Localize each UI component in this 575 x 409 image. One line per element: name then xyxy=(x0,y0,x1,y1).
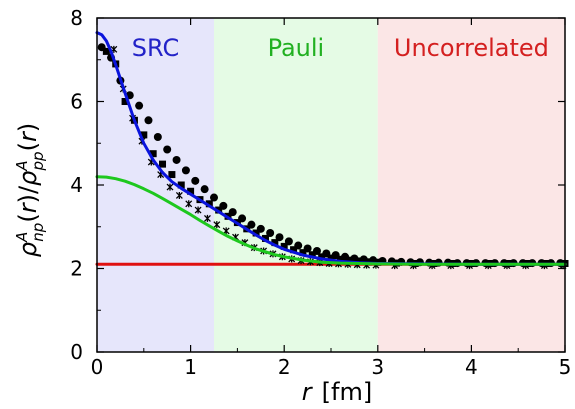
x-tick-label-4: 4 xyxy=(465,355,478,379)
y-axis-label: ρAnp(r)/ρApp(r) xyxy=(13,123,47,257)
x-tick-label-2: 2 xyxy=(278,355,291,379)
series-4-point-16 xyxy=(252,229,260,237)
y-tick-label-2: 4 xyxy=(70,173,83,197)
y-label-open-num: ( xyxy=(14,213,42,222)
x-axis-var: r xyxy=(302,378,314,406)
y-label-slash: / xyxy=(14,185,42,194)
y-label-rho2: ρ xyxy=(14,171,42,186)
series-layer xyxy=(95,31,569,270)
y-label-close-num: ) xyxy=(14,194,42,203)
series-4-point-5 xyxy=(149,150,157,158)
x-tick-label-0: 0 xyxy=(91,355,104,379)
series-3-point-4 xyxy=(135,101,144,110)
series-5-point-10 xyxy=(203,214,211,222)
y-axis-tick-labels: 0 2 4 6 8 xyxy=(70,6,83,364)
series-4-point-25 xyxy=(336,255,344,263)
series-4-point-23 xyxy=(318,253,326,261)
series-5-point-9 xyxy=(194,206,202,214)
series-3-point-9 xyxy=(181,166,190,175)
series-3-point-10 xyxy=(191,176,200,185)
region-label-0: SRC xyxy=(132,34,179,62)
y-label-var-den: r xyxy=(14,130,42,142)
series-4-point-2 xyxy=(121,98,129,105)
region-1 xyxy=(214,18,378,352)
series-4-point-0 xyxy=(102,47,110,55)
series-5-point-7 xyxy=(175,191,183,199)
series-3-point-5 xyxy=(144,116,153,125)
y-tick-label-3: 6 xyxy=(70,90,83,114)
series-1-line xyxy=(95,175,567,266)
y-label-rho: ρ xyxy=(14,242,42,257)
series-4-point-9 xyxy=(187,187,195,195)
series-5-point-11 xyxy=(213,221,221,229)
x-axis-unit: [fm] xyxy=(322,378,373,406)
y-tick-label-1: 2 xyxy=(70,257,83,281)
y-label-sub-num: np xyxy=(29,223,47,242)
series-3-point-11 xyxy=(200,185,209,194)
region-label-2: Uncorrelated xyxy=(394,34,549,62)
series-3-point-6 xyxy=(153,132,162,141)
y-tick-label-0: 0 xyxy=(70,340,83,364)
x-axis-label: r [fm] xyxy=(302,378,372,406)
series-3-point-8 xyxy=(172,155,181,164)
x-axis-tick-labels: 0 1 2 3 4 5 xyxy=(91,355,572,379)
region-labels: SRC Pauli Uncorrelated xyxy=(132,34,549,62)
y-label-sub-den: pp xyxy=(29,151,47,171)
series-4-point-17 xyxy=(261,234,269,242)
series-4-point-8 xyxy=(177,181,185,189)
region-2 xyxy=(377,18,565,352)
region-label-1: Pauli xyxy=(268,34,325,62)
x-tick-label-3: 3 xyxy=(371,355,384,379)
y-label-sup-num: A xyxy=(13,232,31,243)
y-label-sup-den: A xyxy=(13,160,31,171)
region-0 xyxy=(97,18,214,352)
regions xyxy=(97,18,565,352)
series-4-point-19 xyxy=(280,242,288,250)
series-5-point-8 xyxy=(185,200,193,208)
y-label-close-den: ) xyxy=(14,123,42,132)
x-tick-label-5: 5 xyxy=(559,355,572,379)
series-4-point-18 xyxy=(271,239,279,247)
series-4-point-7 xyxy=(168,171,176,179)
y-label-var-num: r xyxy=(14,201,42,213)
series-4-point-20 xyxy=(290,246,298,254)
series-4-point-6 xyxy=(159,160,167,168)
y-tick-label-4: 8 xyxy=(70,6,83,30)
series-4-point-21 xyxy=(299,249,307,257)
series-4-point-24 xyxy=(327,254,335,262)
series-3-point-12 xyxy=(210,193,218,202)
series-3-point-7 xyxy=(163,145,172,154)
series-5-point-6 xyxy=(166,183,174,191)
series-4-point-4 xyxy=(140,131,148,139)
y-label-open-den: ( xyxy=(14,142,42,151)
series-4-point-22 xyxy=(308,251,316,259)
x-tick-label-1: 1 xyxy=(184,355,197,379)
series-4-point-26 xyxy=(346,256,354,264)
series-4-point-27 xyxy=(355,257,363,265)
axes xyxy=(96,17,566,353)
series-4-point-11 xyxy=(205,200,213,208)
